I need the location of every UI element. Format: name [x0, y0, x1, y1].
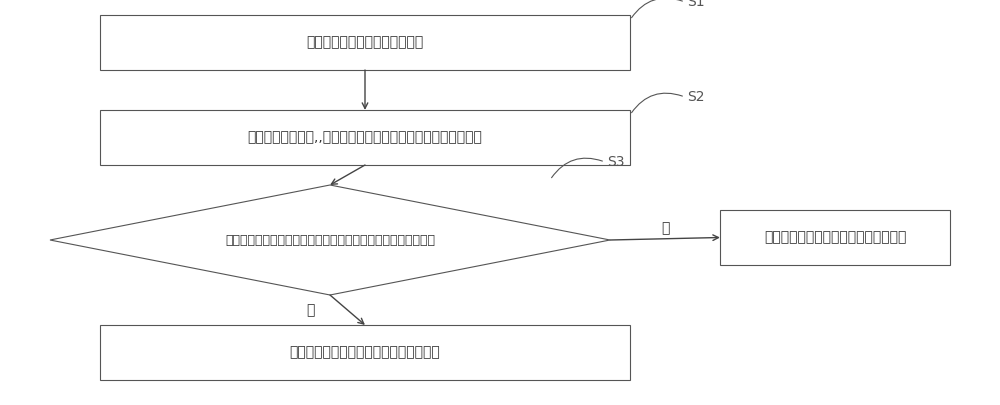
FancyBboxPatch shape	[720, 210, 950, 265]
FancyArrowPatch shape	[552, 158, 602, 178]
Text: S1: S1	[687, 0, 705, 9]
Text: 通过预设识别算法,,确认获取的点云数据中的预设路面点云数据: 通过预设识别算法,,确认获取的点云数据中的预设路面点云数据	[248, 130, 482, 145]
FancyBboxPatch shape	[100, 15, 630, 70]
Text: 判断预设路面点云法向方向的直线上的点云是否为预设均匀点云: 判断预设路面点云法向方向的直线上的点云是否为预设均匀点云	[225, 234, 435, 247]
Text: S3: S3	[607, 155, 624, 169]
Polygon shape	[50, 185, 610, 295]
Text: 是: 是	[306, 303, 314, 317]
Text: S2: S2	[687, 90, 704, 104]
FancyBboxPatch shape	[100, 110, 630, 165]
FancyArrowPatch shape	[632, 93, 682, 113]
FancyBboxPatch shape	[100, 325, 630, 380]
Text: 否: 否	[661, 221, 669, 235]
Text: 确定当前预设扫描范围内有地面障碍物: 确定当前预设扫描范围内有地面障碍物	[764, 230, 906, 245]
Text: 确定当前预设扫描范围内没有地面障碍物: 确定当前预设扫描范围内没有地面障碍物	[290, 345, 440, 360]
FancyArrowPatch shape	[632, 0, 682, 18]
Text: 获取预设扫描范围内的点云数据: 获取预设扫描范围内的点云数据	[306, 36, 424, 49]
